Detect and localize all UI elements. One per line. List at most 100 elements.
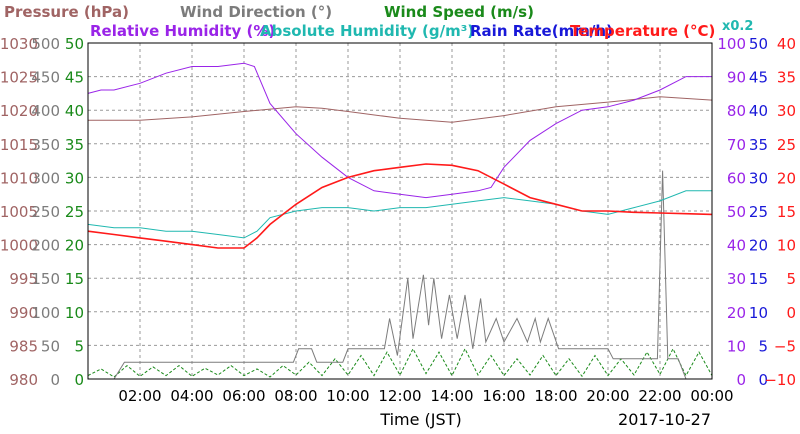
- series-relative-humidity: [87, 62, 712, 199]
- tick-relative-humidity: 90: [727, 69, 746, 87]
- tick-rain-rate: 50: [749, 35, 768, 53]
- tick-temperature: 10: [777, 237, 796, 255]
- legend-absolute-humidity: Absolute Humidity (g/m³): [260, 22, 474, 40]
- tick-wind-speed: 30: [65, 169, 84, 187]
- tick-temperature: 5: [786, 270, 796, 288]
- legend-pressure: Pressure (hPa): [4, 3, 129, 21]
- tick-wind-speed: 45: [65, 69, 84, 87]
- tick-wind-speed: 50: [65, 35, 84, 53]
- x-tick-label: 22:00: [638, 387, 681, 405]
- tick-wind-speed: 15: [65, 270, 84, 288]
- tick-wind-direction: 250: [31, 203, 60, 221]
- x-axis: 02:00 04:00 06:00 08:00 10:00 12:00 14:00 16:00…: [118, 387, 733, 429]
- right-axes: 1009080706050403020100504540353025201510…: [717, 35, 796, 389]
- tick-temperature: 0: [786, 304, 796, 322]
- x-tick-label: 18:00: [534, 387, 577, 405]
- x-tick-label: 08:00: [274, 387, 317, 405]
- x-tick-label: 20:00: [586, 387, 629, 405]
- tick-wind-direction: 300: [31, 169, 60, 187]
- tick-temperature: 15: [777, 203, 796, 221]
- x-tick-label: 06:00: [222, 387, 265, 405]
- tick-rain-rate: 30: [749, 169, 768, 187]
- tick-temperature: 40: [777, 35, 796, 53]
- tick-pressure: 1030: [0, 35, 38, 53]
- tick-wind-speed: 10: [65, 304, 84, 322]
- series-absolute-humidity: [87, 190, 712, 239]
- tick-rain-rate: 0: [758, 371, 768, 389]
- tick-rain-rate: 5: [758, 337, 768, 355]
- tick-pressure: 1000: [0, 237, 38, 255]
- tick-rain-rate: 15: [749, 270, 768, 288]
- series-wind-speed: [87, 347, 713, 378]
- tick-pressure: 1010: [0, 169, 38, 187]
- tick-temperature: −10: [764, 371, 796, 389]
- tick-relative-humidity: 100: [717, 35, 746, 53]
- series-pressure: [88, 96, 713, 123]
- tick-wind-direction: 0: [50, 371, 60, 389]
- tick-wind-direction: 450: [31, 69, 60, 87]
- tick-pressure: 985: [9, 337, 38, 355]
- series-temperature: [87, 163, 713, 249]
- tick-wind-direction: 50: [41, 337, 60, 355]
- x-tick-label: 02:00: [118, 387, 161, 405]
- tick-temperature: 25: [777, 136, 796, 154]
- tick-rain-rate: 10: [749, 304, 768, 322]
- tick-relative-humidity: 70: [727, 136, 746, 154]
- legend: Pressure (hPa) Wind Direction (°) Wind Spe…: [4, 3, 753, 40]
- tick-relative-humidity: 50: [727, 203, 746, 221]
- tick-wind-speed: 5: [74, 337, 84, 355]
- series-wind-direction: [88, 170, 712, 380]
- tick-relative-humidity: 40: [727, 237, 746, 255]
- date-label: 2017-10-27: [618, 410, 711, 429]
- x-tick-label: 14:00: [430, 387, 473, 405]
- tick-wind-direction: 150: [31, 270, 60, 288]
- tick-wind-direction: 500: [31, 35, 60, 53]
- tick-temperature: 20: [777, 169, 796, 187]
- tick-relative-humidity: 30: [727, 270, 746, 288]
- tick-pressure: 1025: [0, 69, 38, 87]
- abs-humidity-multiplier: x0.2: [722, 19, 753, 34]
- tick-wind-speed: 40: [65, 102, 84, 120]
- legend-temperature: Temperature (°C): [570, 22, 715, 40]
- tick-temperature: 35: [777, 69, 796, 87]
- tick-pressure: 1015: [0, 136, 38, 154]
- tick-wind-direction: 100: [31, 304, 60, 322]
- tick-relative-humidity: 80: [727, 102, 746, 120]
- tick-pressure: 990: [9, 304, 38, 322]
- left-axes: 1030102510201015101010051000995990985980…: [0, 35, 84, 389]
- tick-temperature: 30: [777, 102, 796, 120]
- tick-pressure: 980: [9, 371, 38, 389]
- tick-wind-speed: 20: [65, 237, 84, 255]
- legend-rain-rate: Rain Rate(mm/h): [470, 22, 613, 40]
- legend-wind-direction: Wind Direction (°): [180, 3, 332, 21]
- tick-relative-humidity: 0: [736, 371, 746, 389]
- tick-wind-direction: 400: [31, 102, 60, 120]
- tick-pressure: 1020: [0, 102, 38, 120]
- tick-relative-humidity: 20: [727, 304, 746, 322]
- tick-wind-speed: 0: [74, 371, 84, 389]
- tick-rain-rate: 25: [749, 203, 768, 221]
- x-tick-label: 12:00: [378, 387, 421, 405]
- tick-pressure: 995: [9, 270, 38, 288]
- x-tick-label: 00:00: [690, 387, 733, 405]
- tick-wind-direction: 350: [31, 136, 60, 154]
- tick-wind-speed: 25: [65, 203, 84, 221]
- tick-wind-direction: 200: [31, 237, 60, 255]
- legend-relative-humidity: Relative Humidity (%): [90, 22, 275, 40]
- tick-temperature: −5: [774, 337, 796, 355]
- tick-wind-speed: 35: [65, 136, 84, 154]
- tick-rain-rate: 20: [749, 237, 768, 255]
- tick-rain-rate: 40: [749, 102, 768, 120]
- x-tick-label: 04:00: [170, 387, 213, 405]
- tick-relative-humidity: 10: [727, 337, 746, 355]
- tick-relative-humidity: 60: [727, 169, 746, 187]
- x-tick-label: 16:00: [482, 387, 525, 405]
- plot-frame: [87, 42, 713, 380]
- tick-rain-rate: 35: [749, 136, 768, 154]
- series: [87, 62, 713, 380]
- x-tick-label: 10:00: [326, 387, 369, 405]
- x-axis-label: Time (JST): [379, 410, 461, 429]
- tick-rain-rate: 45: [749, 69, 768, 87]
- tick-pressure: 1005: [0, 203, 38, 221]
